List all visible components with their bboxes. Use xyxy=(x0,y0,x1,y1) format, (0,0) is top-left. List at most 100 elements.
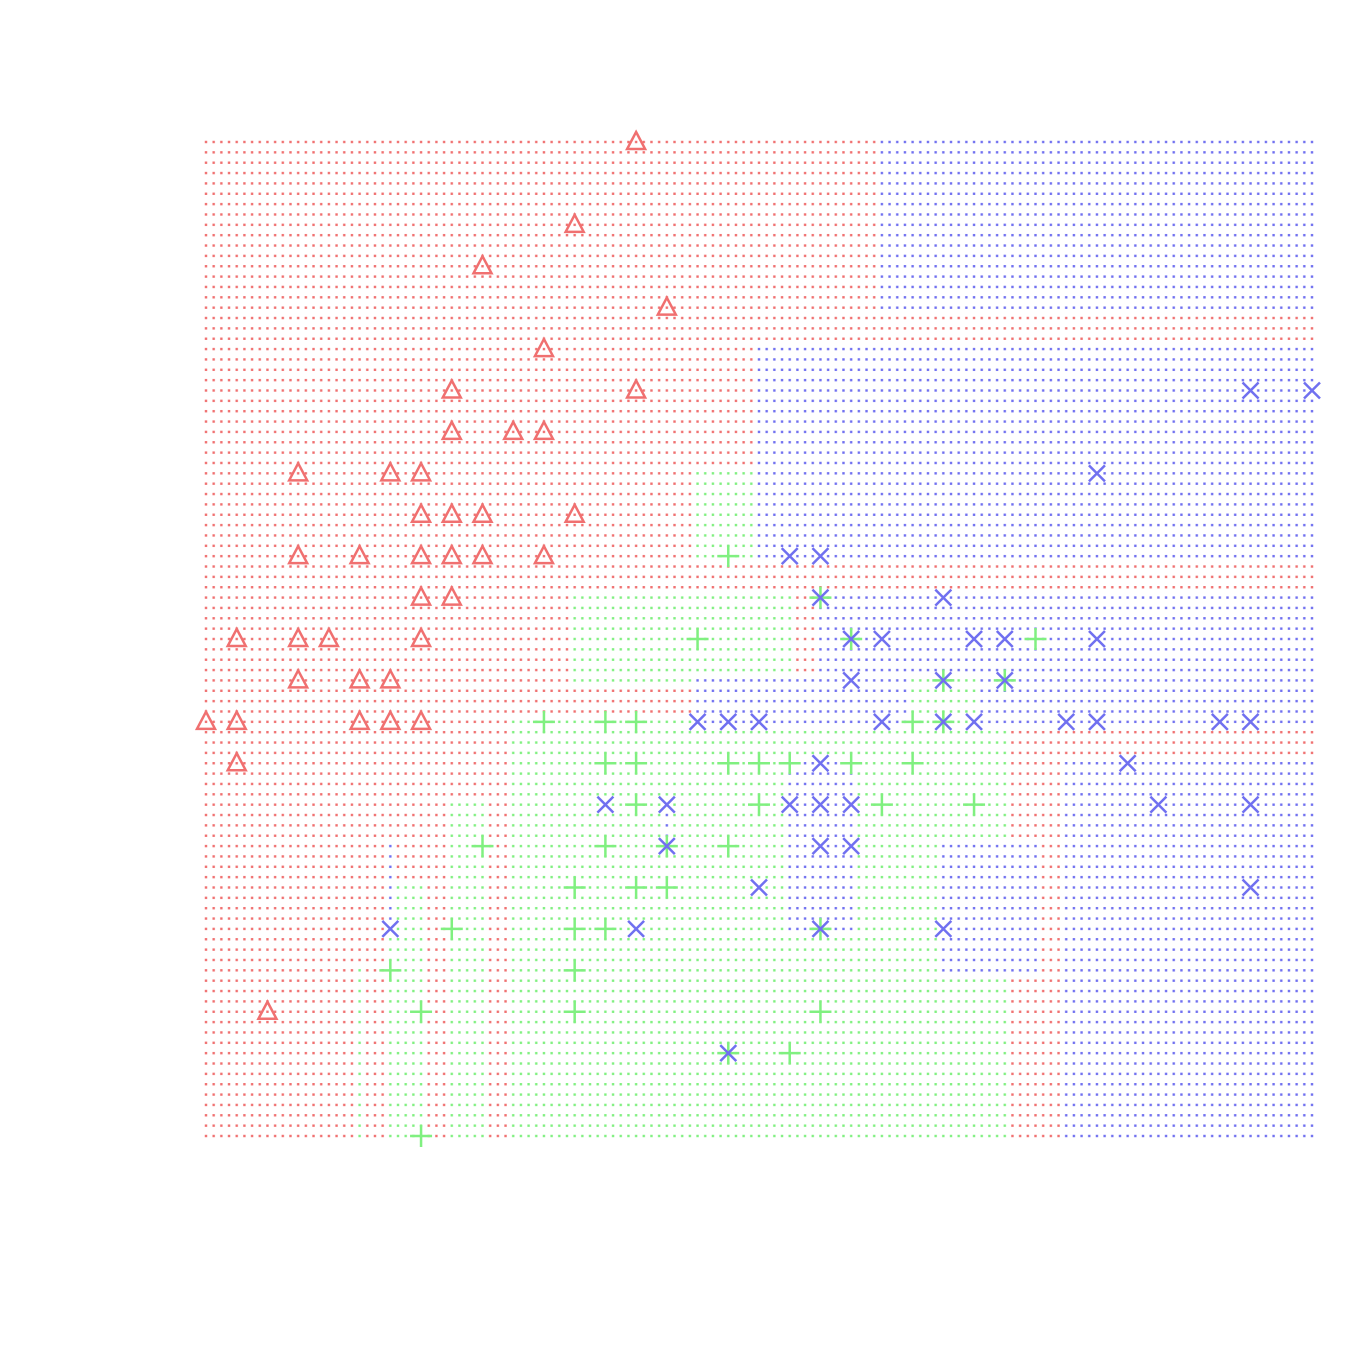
decision-region xyxy=(939,840,1040,976)
point xyxy=(409,626,433,648)
decision-region xyxy=(908,675,978,810)
point xyxy=(842,837,861,855)
point xyxy=(409,709,433,731)
point xyxy=(596,795,615,814)
point xyxy=(348,667,371,689)
point xyxy=(625,752,648,775)
point xyxy=(594,710,617,733)
point xyxy=(965,712,983,731)
point xyxy=(809,1000,832,1023)
point xyxy=(594,752,617,775)
point xyxy=(842,795,861,814)
point xyxy=(748,752,770,775)
point xyxy=(963,793,986,816)
point xyxy=(901,710,924,733)
decision-region xyxy=(570,592,794,686)
point xyxy=(750,712,768,731)
point xyxy=(627,920,645,938)
point xyxy=(717,545,740,568)
point xyxy=(1303,381,1321,400)
point xyxy=(655,876,678,899)
point xyxy=(532,543,556,565)
point xyxy=(750,878,768,897)
point xyxy=(440,419,463,441)
point xyxy=(471,253,494,275)
decision-region xyxy=(755,343,1316,562)
point xyxy=(225,626,248,648)
regions xyxy=(202,136,1316,1142)
point xyxy=(719,1044,738,1063)
point xyxy=(563,959,586,982)
decision-region xyxy=(1062,758,1316,1142)
point xyxy=(440,584,463,606)
point xyxy=(717,835,740,858)
point xyxy=(287,543,310,565)
point xyxy=(287,667,310,689)
point xyxy=(379,959,402,982)
point xyxy=(657,837,676,855)
decision-region xyxy=(355,965,364,1142)
point xyxy=(440,543,463,565)
point xyxy=(563,1000,586,1023)
point xyxy=(287,460,310,482)
point xyxy=(409,460,433,482)
point xyxy=(625,129,648,151)
point xyxy=(1024,628,1047,650)
point xyxy=(563,876,586,899)
point xyxy=(719,712,738,731)
point xyxy=(471,502,494,523)
point xyxy=(778,752,801,775)
point xyxy=(811,547,830,566)
point xyxy=(965,630,983,648)
point xyxy=(379,667,402,689)
decision-region xyxy=(447,799,487,1142)
point xyxy=(410,1000,433,1023)
point xyxy=(440,377,463,399)
point xyxy=(1241,795,1260,814)
point xyxy=(410,1125,433,1147)
point xyxy=(686,628,709,650)
point xyxy=(409,584,433,606)
point xyxy=(594,917,617,940)
point xyxy=(934,588,953,607)
point xyxy=(1241,712,1260,731)
point xyxy=(842,671,861,690)
point xyxy=(717,752,740,775)
point xyxy=(655,294,678,316)
point xyxy=(379,709,402,731)
point xyxy=(1241,878,1260,897)
point xyxy=(1210,712,1229,731)
point xyxy=(901,752,924,775)
point xyxy=(225,750,248,772)
point xyxy=(317,626,340,648)
point xyxy=(225,709,248,731)
point xyxy=(1057,712,1076,731)
point xyxy=(409,502,433,523)
point xyxy=(811,920,830,938)
point xyxy=(440,502,463,523)
point xyxy=(1088,630,1106,648)
point xyxy=(409,543,433,565)
point xyxy=(379,460,402,482)
point xyxy=(256,999,279,1020)
point xyxy=(995,630,1014,648)
point xyxy=(778,1042,801,1065)
decision-region xyxy=(386,840,395,935)
point xyxy=(348,543,371,565)
point xyxy=(995,671,1014,690)
point xyxy=(688,712,707,731)
decision-region xyxy=(662,799,671,852)
point xyxy=(873,712,891,731)
point xyxy=(780,547,799,566)
point xyxy=(625,793,648,816)
point xyxy=(811,837,830,855)
point xyxy=(440,917,463,940)
point xyxy=(1241,381,1260,400)
point xyxy=(811,754,830,773)
point xyxy=(532,419,556,441)
point xyxy=(625,377,648,399)
point xyxy=(842,630,861,648)
point xyxy=(563,212,586,234)
point xyxy=(1118,754,1137,773)
